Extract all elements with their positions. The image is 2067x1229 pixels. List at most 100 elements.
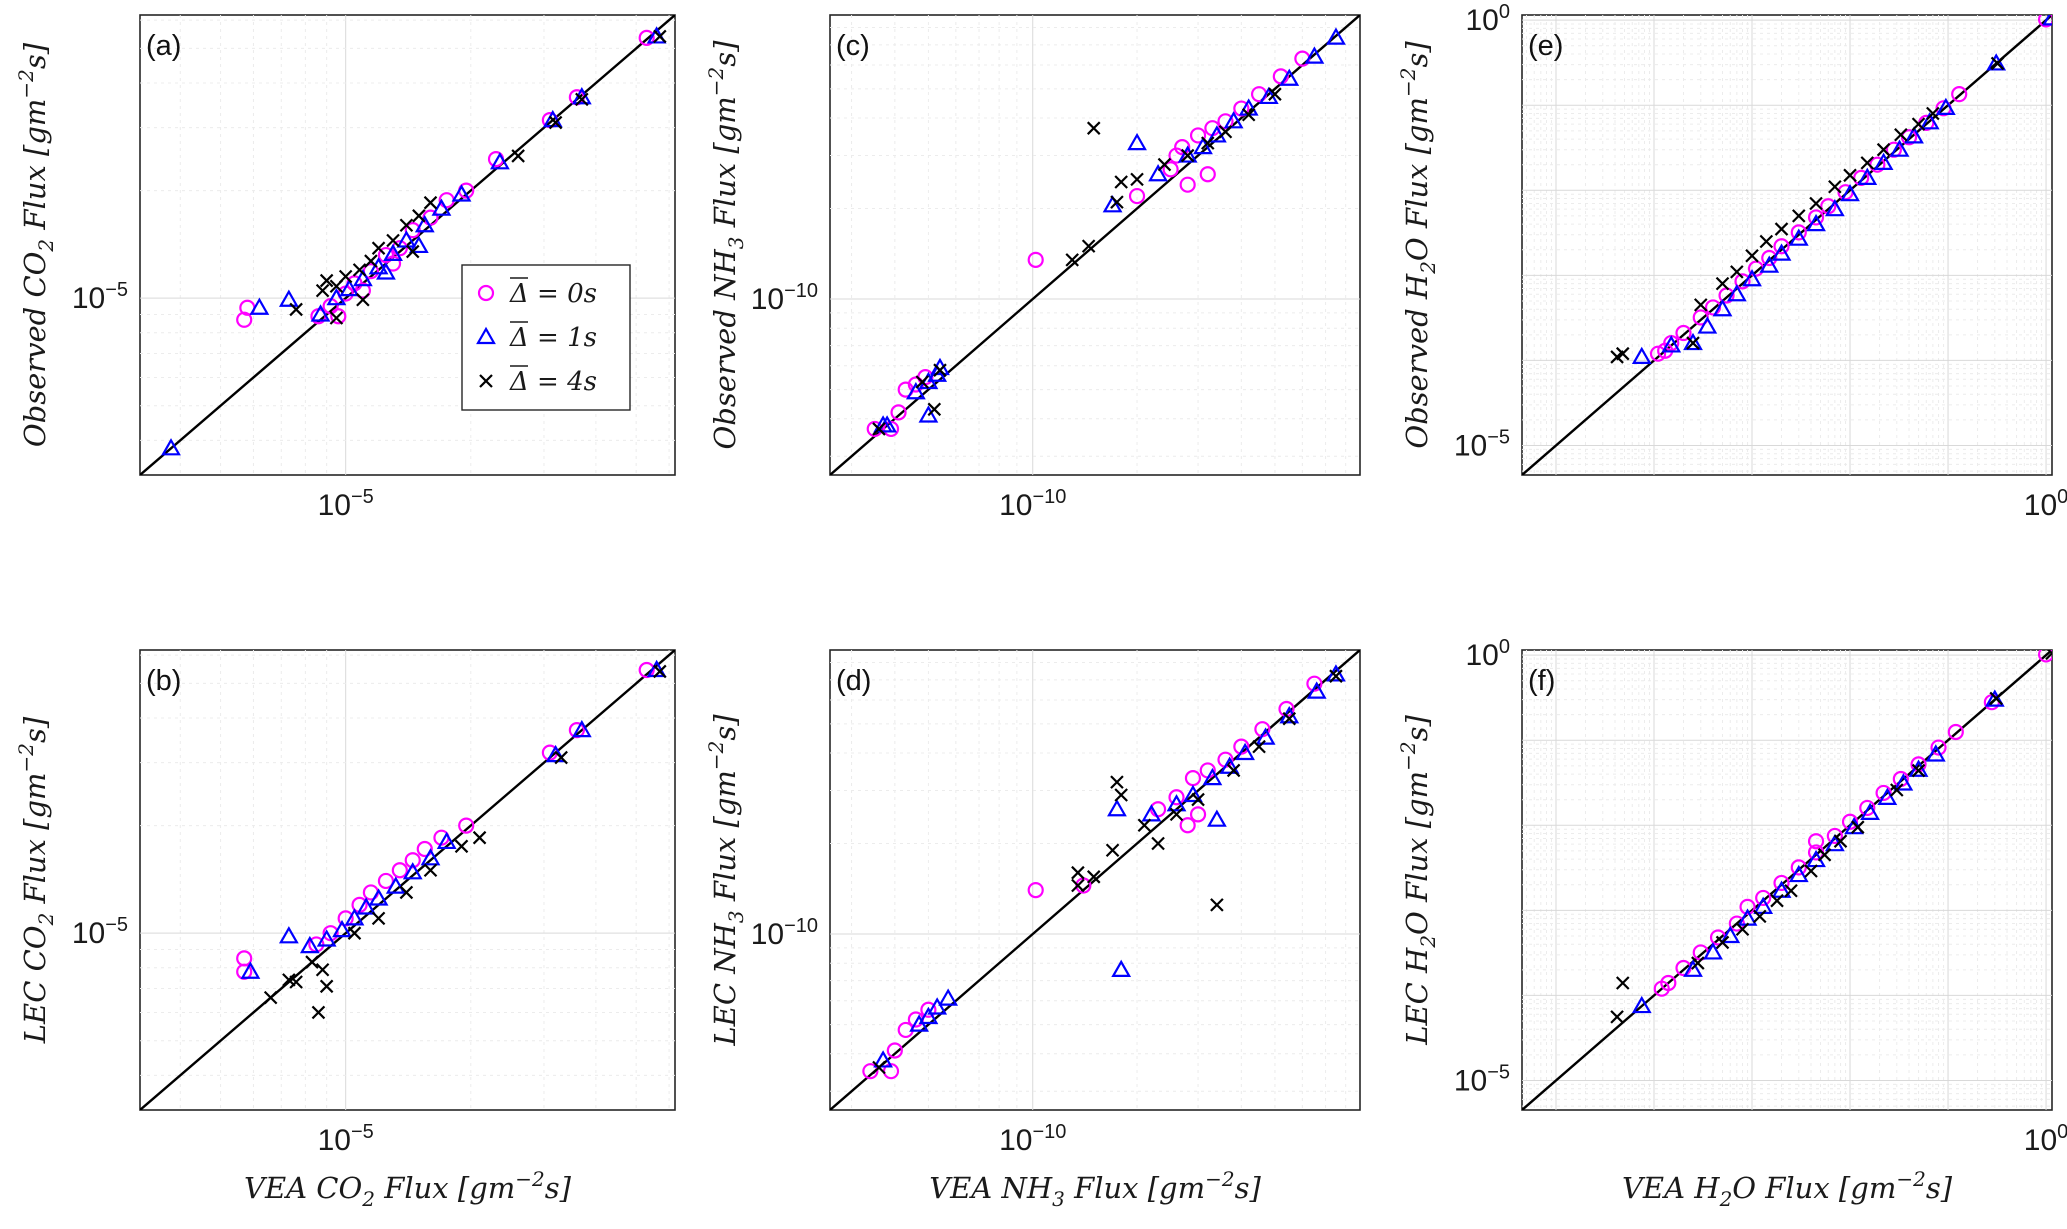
data-point-s1 bbox=[1631, 995, 1652, 1014]
data-point-s1 bbox=[1193, 136, 1213, 155]
panel-label: (b) bbox=[146, 665, 181, 697]
data-point-s0 bbox=[1739, 898, 1756, 915]
data-point-s4 bbox=[1210, 898, 1224, 912]
data-point-s1 bbox=[249, 297, 270, 315]
data-point-s1 bbox=[1984, 689, 2005, 707]
grid bbox=[140, 650, 675, 1110]
data-point-s1 bbox=[1904, 126, 1924, 144]
data-point-s4 bbox=[1926, 106, 1940, 121]
data-point-s1 bbox=[436, 831, 457, 850]
data-point-s4 bbox=[1065, 253, 1079, 267]
data-point-s4 bbox=[1169, 807, 1184, 822]
data-point-s4 bbox=[338, 269, 353, 284]
legend-label: Δ = 1s bbox=[509, 323, 597, 353]
data-point-s1 bbox=[278, 926, 299, 944]
data-point-s4 bbox=[412, 209, 426, 223]
data-point-s4 bbox=[399, 885, 414, 900]
data-point-s0 bbox=[638, 661, 655, 679]
data-point-s1 bbox=[339, 278, 360, 297]
data-point-s1 bbox=[1235, 742, 1255, 761]
data-point-s1 bbox=[1726, 284, 1747, 302]
data-point-s0 bbox=[1734, 273, 1751, 290]
data-point-s1 bbox=[1873, 152, 1894, 170]
data-point-s1 bbox=[873, 1050, 893, 1068]
data-point-s1 bbox=[240, 961, 261, 979]
data-point-s1 bbox=[1720, 925, 1741, 944]
data-point-s0 bbox=[638, 29, 655, 46]
y-axis-label: Observed CO2 Flux [gm−2s] bbox=[14, 42, 58, 447]
data-point-s1 bbox=[571, 719, 592, 738]
data-point-s4 bbox=[933, 363, 947, 377]
data-point-s4 bbox=[289, 975, 303, 989]
data-point-s1 bbox=[1889, 139, 1910, 157]
legend-item-s1: Δ = 1s bbox=[476, 321, 597, 353]
data-point-s4 bbox=[1715, 935, 1730, 950]
data-point-s0 bbox=[1773, 874, 1790, 892]
data-point-s4 bbox=[1110, 195, 1124, 209]
data-point-s4 bbox=[1081, 239, 1096, 253]
data-point-s0 bbox=[1162, 161, 1179, 178]
legend: Δ = 0s Δ = 1s Δ = 4s bbox=[461, 264, 631, 411]
data-point-s4 bbox=[1911, 117, 1926, 131]
data-points bbox=[161, 26, 667, 456]
data-point-s4 bbox=[1268, 87, 1282, 101]
data-point-s4 bbox=[1241, 107, 1256, 122]
data-point-s4 bbox=[1180, 148, 1195, 163]
data-point-s0 bbox=[1761, 249, 1778, 267]
data-point-s4 bbox=[1218, 124, 1233, 139]
data-point-s0 bbox=[1027, 251, 1044, 268]
data-point-s1 bbox=[1306, 681, 1327, 699]
grid bbox=[1522, 15, 2052, 475]
data-point-s1 bbox=[1806, 213, 1826, 232]
panel-label: (d) bbox=[836, 665, 871, 697]
data-point-s4 bbox=[1105, 843, 1120, 857]
data-point-s1 bbox=[1935, 97, 1956, 116]
data-point-s0 bbox=[416, 840, 433, 858]
legend-item-s0: Δ = 0s bbox=[477, 277, 597, 309]
series-s0 bbox=[1653, 650, 2052, 997]
cross-marker bbox=[479, 374, 493, 388]
data-point-s4 bbox=[1071, 865, 1085, 880]
data-point-s0 bbox=[920, 1001, 937, 1018]
data-point-s0 bbox=[391, 862, 408, 879]
data-point-s1 bbox=[1219, 756, 1240, 774]
data-point-s1 bbox=[1703, 942, 1723, 960]
data-point-s0 bbox=[1755, 889, 1772, 907]
data-point-s4 bbox=[1730, 265, 1744, 279]
data-point-s1 bbox=[1788, 228, 1809, 246]
data-point-s1 bbox=[2042, 15, 2052, 26]
data-point-s0 bbox=[1179, 176, 1196, 193]
data-point-s1 bbox=[1107, 799, 1127, 817]
data-point-s1 bbox=[332, 919, 352, 938]
data-points bbox=[236, 659, 667, 1020]
y-tick-label: 100 bbox=[1466, 1, 1511, 37]
data-point-s1 bbox=[451, 184, 472, 202]
y-tick-label: 10−10 bbox=[751, 280, 818, 316]
data-point-s1 bbox=[1661, 335, 1682, 353]
data-point-s4 bbox=[1894, 127, 1908, 142]
legend-label: Δ = 4s bbox=[509, 367, 597, 397]
data-point-s1 bbox=[1925, 744, 1946, 762]
series-s4 bbox=[872, 87, 1282, 436]
data-point-s0 bbox=[890, 404, 907, 421]
data-point-s4 bbox=[1804, 864, 1818, 878]
data-point-s4 bbox=[511, 149, 525, 163]
data-point-s4 bbox=[305, 955, 319, 969]
data-point-s1 bbox=[326, 287, 347, 306]
data-point-s4 bbox=[1071, 878, 1085, 893]
data-point-s4 bbox=[311, 1005, 326, 1020]
data-point-s0 bbox=[1189, 806, 1207, 823]
data-point-s0 bbox=[882, 420, 900, 438]
y-axis-label: Observed NH3 Flux [gm−2s] bbox=[704, 40, 748, 450]
data-point-s4 bbox=[1691, 956, 1705, 970]
circle-marker bbox=[477, 284, 495, 302]
data-point-s4 bbox=[1990, 56, 2005, 71]
data-point-s0 bbox=[1807, 209, 1825, 226]
data-point-s1 bbox=[431, 198, 452, 216]
data-point-s1 bbox=[1279, 68, 1300, 86]
data-point-s0 bbox=[1930, 739, 1947, 756]
x-tick-label: 10−10 bbox=[999, 486, 1066, 522]
data-point-s0 bbox=[330, 308, 347, 325]
